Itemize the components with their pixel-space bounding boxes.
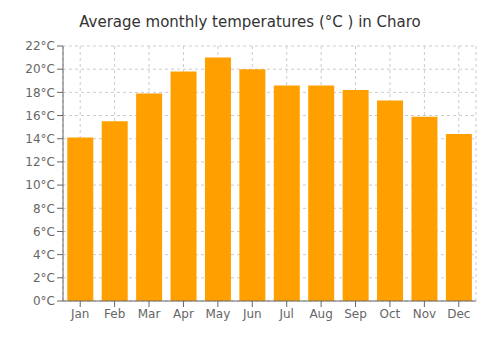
svg-text:Nov: Nov xyxy=(413,307,436,321)
svg-text:Apr: Apr xyxy=(173,307,194,321)
svg-text:6°C: 6°C xyxy=(33,225,55,239)
svg-text:Oct: Oct xyxy=(380,307,401,321)
svg-text:18°C: 18°C xyxy=(25,86,55,100)
svg-text:Sep: Sep xyxy=(344,307,367,321)
html-text:Average monthly temperatures (: Average monthly temperatures (°C ) in Ch… xyxy=(79,13,421,31)
svg-text:16°C: 16°C xyxy=(25,109,55,123)
svg-text:12°C: 12°C xyxy=(25,155,55,169)
svg-text:14°C: 14°C xyxy=(25,132,55,146)
svg-text:Jul: Jul xyxy=(278,307,293,321)
svg-text:Jan: Jan xyxy=(70,307,90,321)
svg-text:Feb: Feb xyxy=(104,307,125,321)
svg-text:Dec: Dec xyxy=(447,307,470,321)
svg-text:Jun: Jun xyxy=(242,307,262,321)
svg-text:Mar: Mar xyxy=(138,307,161,321)
svg-text:0°C: 0°C xyxy=(33,294,55,308)
svg-text:20°C: 20°C xyxy=(25,62,55,76)
svg-text:May: May xyxy=(205,307,230,321)
svg-text:10°C: 10°C xyxy=(25,178,55,192)
svg-text:2°C: 2°C xyxy=(33,271,55,285)
svg-text:Aug: Aug xyxy=(309,307,332,321)
svg-text:8°C: 8°C xyxy=(33,202,55,216)
svg-text:22°C: 22°C xyxy=(25,39,55,53)
svg-text:4°C: 4°C xyxy=(33,248,55,262)
